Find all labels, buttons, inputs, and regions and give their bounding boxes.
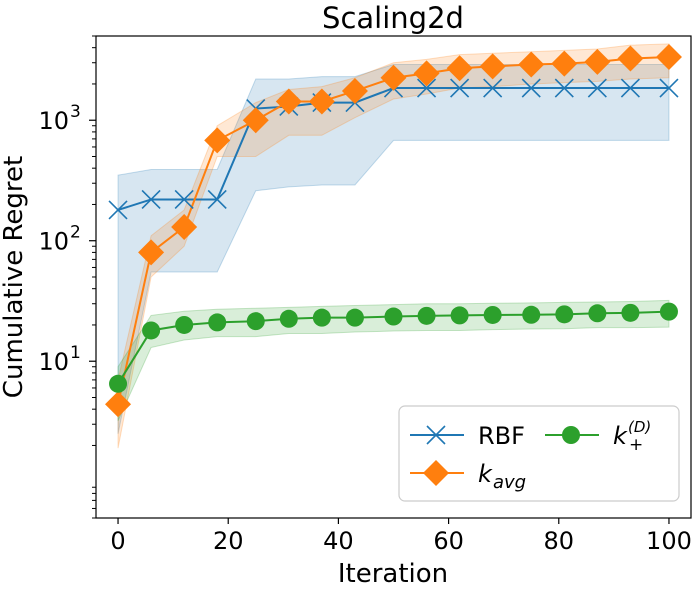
y-tick-label: 10 <box>38 107 69 135</box>
series-1-point <box>207 189 227 210</box>
series-1-point <box>141 189 161 210</box>
series-2-point <box>446 55 473 82</box>
chart-title: Scaling2d <box>322 1 464 35</box>
legend-label: RBF <box>478 422 525 450</box>
series-1-point <box>554 78 574 98</box>
series-1-point <box>450 78 470 98</box>
series-2-point <box>308 88 335 115</box>
markers-layer <box>105 43 682 418</box>
series-3-point <box>208 313 227 332</box>
series-3-point <box>142 321 161 340</box>
series-2-point <box>341 77 368 104</box>
x-tick-label: 80 <box>544 527 575 555</box>
series-3-point <box>384 307 403 326</box>
series-2-point <box>204 127 231 154</box>
x-axis-label: Iteration <box>338 559 448 586</box>
legend-label-subscript: avg <box>493 472 526 493</box>
series-2-confidence-band <box>117 43 670 449</box>
series-1-point <box>587 78 607 98</box>
legend-label: k <box>613 422 628 450</box>
series-1-point <box>108 200 128 220</box>
y-tick-label: 10 <box>38 348 69 376</box>
y-tick-exponent: 1 <box>70 343 81 363</box>
legend-label-superscript: (D) <box>628 418 651 436</box>
series-3-point <box>588 304 607 323</box>
series-1-point <box>174 189 194 210</box>
series-1-point <box>620 78 640 98</box>
x-tick-label: 60 <box>433 527 464 555</box>
series-2-point <box>551 50 578 77</box>
series-2-point <box>479 53 506 80</box>
series-3-point <box>279 309 298 328</box>
series-2-point <box>413 60 440 87</box>
x-tick-label: 100 <box>646 527 692 555</box>
series-1-point <box>483 78 503 98</box>
series-2-point <box>584 48 611 75</box>
legend-box <box>398 405 680 502</box>
series-3-point <box>450 306 469 325</box>
x-tick-label: 0 <box>110 527 125 555</box>
series-3-point <box>109 374 128 393</box>
series-2-point <box>380 64 407 91</box>
x-tick-label: 20 <box>213 527 244 555</box>
series-1-point <box>659 78 679 98</box>
series-1-point <box>521 78 541 98</box>
legend-label: k <box>478 460 493 488</box>
series-3-point <box>659 302 678 321</box>
series-3-point <box>175 315 194 334</box>
legend-marker <box>562 426 580 444</box>
series-3-point <box>555 305 574 324</box>
series-2-point <box>617 45 644 72</box>
legend-marker <box>426 425 446 445</box>
series-1-point <box>416 78 437 98</box>
series-2-point <box>275 88 302 115</box>
series-2-point <box>242 107 269 134</box>
series-1-confidence-band <box>117 64 670 434</box>
x-axis: 0 20 40 60 80 100 <box>110 518 692 555</box>
series-2-point <box>518 51 545 78</box>
y-tick-exponent: 2 <box>70 223 81 243</box>
series-3-point <box>345 308 364 327</box>
series-2-point <box>655 43 682 70</box>
series-3-point <box>312 308 331 327</box>
series-2-point <box>171 213 198 240</box>
series-3-point <box>522 305 541 324</box>
series-3-point <box>417 306 436 325</box>
series-3-point <box>621 303 640 322</box>
series-3-point <box>246 312 265 331</box>
y-tick-label: 10 <box>38 228 69 256</box>
series-2-point <box>138 239 165 266</box>
x-tick-label: 40 <box>323 527 354 555</box>
series-3-point <box>483 305 502 324</box>
bands-layer <box>117 43 670 449</box>
series-2-point <box>105 391 132 418</box>
y-axis-label: Cumulative Regret <box>0 156 29 398</box>
legend-marker <box>423 460 449 486</box>
legend-label-subscript: + <box>629 435 643 455</box>
y-tick-exponent: 3 <box>70 102 81 122</box>
series-3-confidence-band <box>117 299 670 422</box>
